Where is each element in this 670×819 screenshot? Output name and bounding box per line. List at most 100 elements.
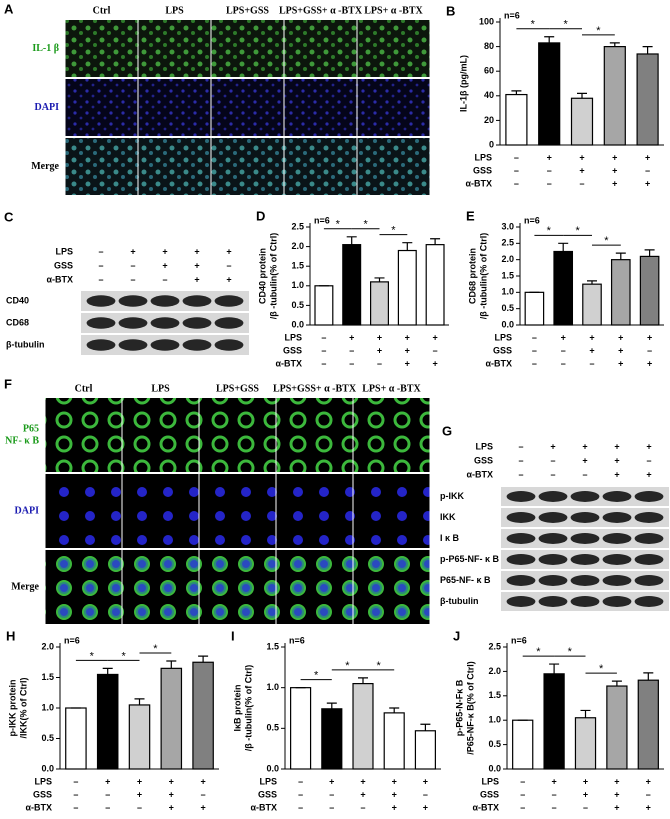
y-axis-label: CD68 protein xyxy=(467,248,477,304)
bar xyxy=(524,291,545,326)
treatment-sign: – xyxy=(532,345,537,355)
treatment-label: α-BTX xyxy=(465,178,492,188)
treatment-sign: + xyxy=(582,441,587,451)
y-tick-label: 2.5 xyxy=(501,238,514,248)
blot-band xyxy=(602,575,632,586)
blot-band xyxy=(118,317,148,329)
bar xyxy=(160,667,183,770)
treatment-sign: – xyxy=(329,802,334,812)
treatment-label: α-BTX xyxy=(485,358,512,368)
treatment-sign: + xyxy=(547,152,552,162)
treatment-sign: + xyxy=(589,332,594,342)
band-label: p-IKK xyxy=(440,491,464,501)
significance-label: * xyxy=(568,646,573,658)
error-bar xyxy=(511,90,522,95)
treatment-sign: + xyxy=(647,358,652,368)
micrograph xyxy=(122,474,199,548)
y-axis-label: /IKK(% of Ctrl) xyxy=(18,678,28,739)
bar xyxy=(570,97,594,146)
blot-band xyxy=(634,533,664,544)
blot-band xyxy=(570,575,600,586)
blot-band xyxy=(506,554,536,565)
error-bar xyxy=(609,42,620,47)
y-tick-label: 2.5 xyxy=(488,641,501,651)
band-label: β-tubulin xyxy=(440,596,478,606)
treatment-sign: – xyxy=(520,789,525,799)
error-bar xyxy=(643,672,654,681)
treatment-label: GSS xyxy=(283,345,302,355)
treatment-label: GSS xyxy=(473,165,492,175)
significance-label: * xyxy=(121,650,126,662)
bar xyxy=(414,730,436,770)
error-bar xyxy=(644,249,655,257)
treatment-sign: + xyxy=(432,332,437,342)
error-bar xyxy=(198,655,209,663)
treatment-sign: – xyxy=(98,246,103,256)
bar xyxy=(352,682,374,770)
significance-label: * xyxy=(314,670,319,682)
treatment-sign: – xyxy=(645,165,650,175)
y-tick-label: 0.5 xyxy=(291,300,304,310)
treatment-sign: – xyxy=(130,260,135,270)
treatment-sign: – xyxy=(298,802,303,812)
panel-letter: H xyxy=(6,628,15,643)
treatment-sign: – xyxy=(137,802,142,812)
treatment-sign: – xyxy=(73,776,78,786)
error-bar xyxy=(374,277,385,282)
treatment-sign: – xyxy=(105,802,110,812)
blot-band xyxy=(570,533,600,544)
significance-label: * xyxy=(575,225,580,237)
treatment-sign: – xyxy=(550,469,555,479)
treatment-sign: – xyxy=(298,789,303,799)
treatment-sign: – xyxy=(105,789,110,799)
panel-letter: B xyxy=(446,3,455,18)
treatment-sign: + xyxy=(137,789,142,799)
significance-label: * xyxy=(547,225,552,237)
treatment-sign: + xyxy=(405,332,410,342)
y-tick-label: 40 xyxy=(484,90,494,100)
treatment-sign: + xyxy=(169,789,174,799)
micrograph xyxy=(353,550,430,624)
n-label: n=6 xyxy=(314,215,330,225)
micrograph xyxy=(65,20,138,77)
error-bar xyxy=(326,702,337,709)
treatment-sign: + xyxy=(432,358,437,368)
treatment-label: GSS xyxy=(493,345,512,355)
treatment-sign: – xyxy=(98,260,103,270)
row-label: DAPI xyxy=(15,505,40,516)
treatment-sign: + xyxy=(612,152,617,162)
blot-band xyxy=(182,339,212,351)
blot-band xyxy=(214,295,244,307)
treatment-sign: – xyxy=(532,358,537,368)
band-label: I κ B xyxy=(440,533,460,543)
blot-band xyxy=(150,317,180,329)
blot-band xyxy=(570,491,600,502)
treatment-sign: + xyxy=(162,260,167,270)
treatment-sign: + xyxy=(392,789,397,799)
treatment-sign: – xyxy=(579,178,584,188)
panel-letter: J xyxy=(453,628,460,643)
treatment-label: LPS xyxy=(284,332,302,342)
bar xyxy=(370,281,389,326)
treatment-sign: – xyxy=(583,802,588,812)
treatment-sign: – xyxy=(552,789,557,799)
treatment-sign: – xyxy=(349,345,354,355)
row-label: P65 xyxy=(23,423,39,434)
blot-band xyxy=(634,575,664,586)
blot-band xyxy=(86,317,116,329)
error-bar xyxy=(102,667,113,675)
treatment-sign: – xyxy=(646,455,651,465)
micrograph xyxy=(211,79,284,136)
treatment-sign: – xyxy=(520,802,525,812)
micrograph xyxy=(357,138,430,195)
y-tick-label: 0.5 xyxy=(501,303,514,313)
treatment-sign: – xyxy=(298,776,303,786)
treatment-sign: – xyxy=(514,165,519,175)
blot-band xyxy=(570,512,600,523)
y-tick-label: 1.0 xyxy=(266,682,279,692)
error-bar xyxy=(558,242,569,252)
treatment-label: α-BTX xyxy=(250,802,277,812)
n-label: n=6 xyxy=(504,10,520,20)
error-bar xyxy=(389,707,400,713)
y-tick-label: 2.0 xyxy=(291,241,304,251)
